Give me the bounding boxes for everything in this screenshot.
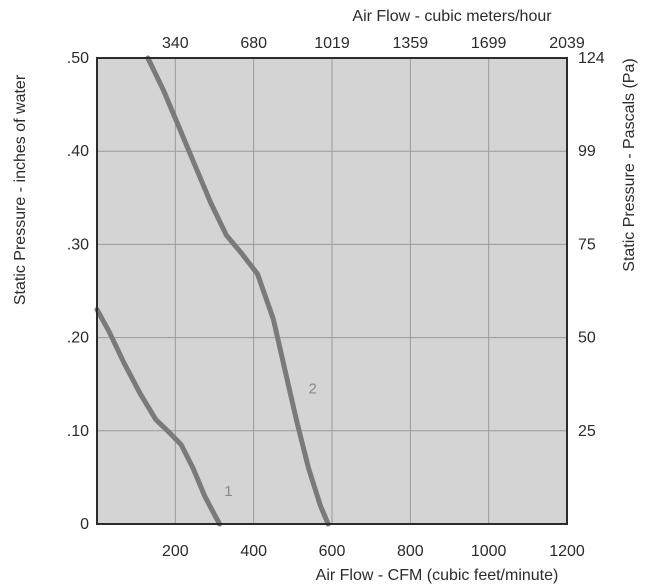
x-bottom-tick-label: 1200: [549, 543, 585, 560]
x-bottom-tick-label: 800: [397, 543, 424, 560]
y-right-tick-label: 75: [578, 236, 596, 253]
y-right-tick-label: 50: [578, 330, 596, 347]
y-right-axis-title: Static Pressure - Pascals (Pa): [621, 58, 638, 271]
y-right-tick-label: 25: [578, 423, 596, 440]
x-bottom-axis-title: Air Flow - CFM (cubic feet/minute): [316, 567, 559, 584]
y-left-tick-label: .50: [67, 50, 89, 67]
x-top-tick-label: 1019: [314, 35, 350, 52]
plot-frame: [96, 57, 568, 525]
x-top-tick-label: 1699: [471, 35, 507, 52]
y-left-tick-label: .40: [67, 143, 89, 160]
x-bottom-tick-label: 1000: [471, 543, 507, 560]
x-top-tick-label: 340: [162, 35, 189, 52]
x-top-tick-label: 680: [240, 35, 267, 52]
y-right-tick-label: 124: [578, 50, 605, 67]
x-bottom-tick-label: 400: [240, 543, 267, 560]
grid-lines: [97, 58, 567, 524]
x-top-axis-title: Air Flow - cubic meters/hour: [352, 8, 552, 25]
x-bottom-tick-label: 200: [162, 543, 189, 560]
curve-label-1: 1: [224, 483, 232, 500]
curve-2: [145, 55, 331, 527]
y-left-tick-label: .20: [67, 330, 89, 347]
x-top-tick-label: 1359: [393, 35, 429, 52]
x-bottom-tick-label: 600: [319, 543, 346, 560]
y-left-tick-label: .30: [67, 236, 89, 253]
y-left-tick-label: .10: [67, 423, 89, 440]
y-right-tick-label: 99: [578, 143, 596, 160]
curve-1: [94, 307, 223, 527]
y-left-tick-label: 0: [80, 516, 89, 533]
y-left-axis-title: Static Pressure - inches of water: [12, 74, 29, 305]
curve-label-2: 2: [309, 381, 317, 398]
curves: 12: [94, 55, 331, 527]
x-top-tick-label: 2039: [549, 35, 585, 52]
